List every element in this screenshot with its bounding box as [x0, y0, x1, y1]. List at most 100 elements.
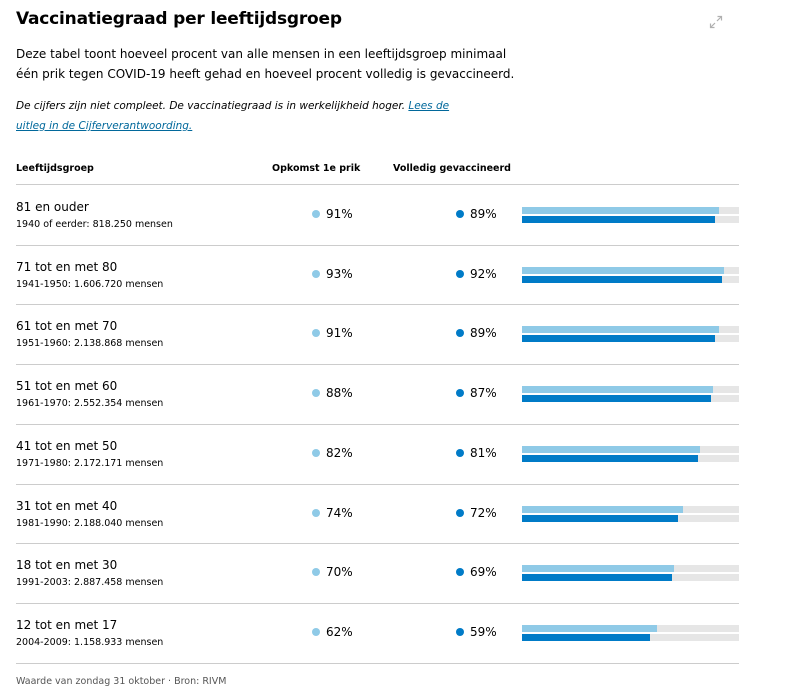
row-divider [16, 245, 739, 246]
first-dose-bar-fill [522, 207, 720, 214]
first-dose-percent: 91% [326, 326, 353, 340]
full-vaccination-percent: 89% [470, 207, 497, 221]
full-vaccination-bar [522, 335, 739, 342]
first-dose-percent: 62% [326, 625, 353, 639]
row-divider [16, 484, 739, 485]
full-vaccination-bar [522, 395, 739, 402]
table-row: 61 tot en met 70 1951-1960: 2.138.868 men… [16, 304, 739, 363]
age-group-label: 12 tot en met 17 [16, 618, 118, 632]
full-vaccination-dot-icon [456, 389, 464, 397]
first-dose-dot-icon [312, 329, 320, 337]
table-row: 41 tot en met 50 1971-1980: 2.172.171 men… [16, 424, 739, 483]
age-group-population: 1981-1990: 2.188.040 mensen [16, 518, 164, 529]
disclaimer-note: De cijfers zijn niet compleet. De vaccin… [16, 96, 456, 136]
row-divider [16, 663, 739, 664]
first-dose-percent: 88% [326, 386, 353, 400]
first-dose-percent: 74% [326, 506, 353, 520]
first-dose-bar [522, 625, 739, 632]
full-vaccination-dot-icon [456, 329, 464, 337]
first-dose-value: 93% [312, 267, 353, 281]
cijferverantwoording-link[interactable]: Lees de uitleg in de Cijferverantwoordin… [16, 100, 450, 132]
first-dose-percent: 82% [326, 446, 353, 460]
page-title: Vaccinatiegraad per leeftijdsgroep [16, 9, 342, 29]
full-vaccination-bar-fill [522, 574, 672, 581]
expand-icon[interactable] [709, 14, 723, 29]
first-dose-dot-icon [312, 628, 320, 636]
age-group-label: 51 tot en met 60 [16, 379, 118, 393]
full-vaccination-bar-fill [522, 455, 698, 462]
first-dose-bar-fill [522, 625, 657, 632]
header-opkomst-1e-prik: Opkomst 1e prik [272, 163, 361, 174]
first-dose-value: 74% [312, 506, 353, 520]
full-vaccination-bar-fill [522, 276, 722, 283]
header-divider [16, 184, 739, 185]
table-row: 81 en ouder 1940 of eerder: 818.250 mense… [16, 185, 739, 244]
description: Deze tabel toont hoeveel procent van all… [16, 47, 515, 81]
first-dose-value: 70% [312, 565, 353, 579]
table-row: 18 tot en met 30 1991-2003: 2.887.458 men… [16, 543, 739, 602]
full-vaccination-value: 89% [456, 207, 497, 221]
age-group-label: 41 tot en met 50 [16, 439, 118, 453]
full-vaccination-percent: 81% [470, 446, 497, 460]
full-vaccination-value: 72% [456, 506, 497, 520]
full-vaccination-value: 87% [456, 386, 497, 400]
age-group-population: 1961-1970: 2.552.354 mensen [16, 398, 164, 409]
first-dose-bar [522, 207, 739, 214]
first-dose-value: 91% [312, 207, 353, 221]
full-vaccination-percent: 89% [470, 326, 497, 340]
full-vaccination-percent: 87% [470, 386, 497, 400]
row-divider [16, 364, 739, 365]
full-vaccination-dot-icon [456, 509, 464, 517]
full-vaccination-bar [522, 455, 739, 462]
age-group-population: 1991-2003: 2.887.458 mensen [16, 577, 164, 588]
source-footer: Waarde van zondag 31 oktober · Bron: RIV… [16, 676, 227, 687]
full-vaccination-dot-icon [456, 210, 464, 218]
first-dose-bar-fill [522, 506, 683, 513]
age-group-population: 1971-1980: 2.172.171 mensen [16, 458, 164, 469]
first-dose-bar [522, 506, 739, 513]
full-vaccination-bar [522, 216, 739, 223]
first-dose-bar-fill [522, 326, 720, 333]
note-text: De cijfers zijn niet compleet. De vaccin… [16, 100, 409, 112]
full-vaccination-bar-fill [522, 216, 716, 223]
full-vaccination-bar-fill [522, 515, 679, 522]
row-divider [16, 304, 739, 305]
age-group-label: 18 tot en met 30 [16, 558, 118, 572]
table-row: 12 tot en met 17 2004-2009: 1.158.933 men… [16, 603, 739, 662]
full-vaccination-bar-fill [522, 634, 651, 641]
first-dose-bar-fill [522, 565, 674, 572]
full-vaccination-bar [522, 276, 739, 283]
first-dose-bar-fill [522, 446, 700, 453]
full-vaccination-bar [522, 574, 739, 581]
full-vaccination-bar [522, 634, 739, 641]
header-leeftijdsgroep: Leeftijdsgroep [16, 163, 94, 174]
first-dose-bar [522, 386, 739, 393]
age-group-label: 81 en ouder [16, 200, 89, 214]
table-row: 51 tot en met 60 1961-1970: 2.552.354 men… [16, 364, 739, 423]
first-dose-bar-fill [522, 386, 713, 393]
first-dose-value: 91% [312, 326, 353, 340]
full-vaccination-percent: 72% [470, 506, 497, 520]
table-row: 71 tot en met 80 1941-1950: 1.606.720 men… [16, 245, 739, 304]
first-dose-value: 62% [312, 625, 353, 639]
first-dose-dot-icon [312, 270, 320, 278]
row-divider [16, 603, 739, 604]
first-dose-value: 88% [312, 386, 353, 400]
age-group-population: 2004-2009: 1.158.933 mensen [16, 637, 164, 648]
full-vaccination-percent: 69% [470, 565, 497, 579]
first-dose-value: 82% [312, 446, 353, 460]
first-dose-bar [522, 565, 739, 572]
age-group-label: 31 tot en met 40 [16, 499, 118, 513]
full-vaccination-bar-fill [522, 395, 711, 402]
age-group-label: 61 tot en met 70 [16, 319, 118, 333]
first-dose-bar [522, 446, 739, 453]
age-group-population: 1940 of eerder: 818.250 mensen [16, 219, 173, 230]
full-vaccination-value: 92% [456, 267, 497, 281]
age-group-population: 1941-1950: 1.606.720 mensen [16, 279, 164, 290]
age-group-label: 71 tot en met 80 [16, 260, 118, 274]
row-divider [16, 543, 739, 544]
row-divider [16, 424, 739, 425]
full-vaccination-dot-icon [456, 628, 464, 636]
full-vaccination-percent: 92% [470, 267, 497, 281]
full-vaccination-dot-icon [456, 270, 464, 278]
